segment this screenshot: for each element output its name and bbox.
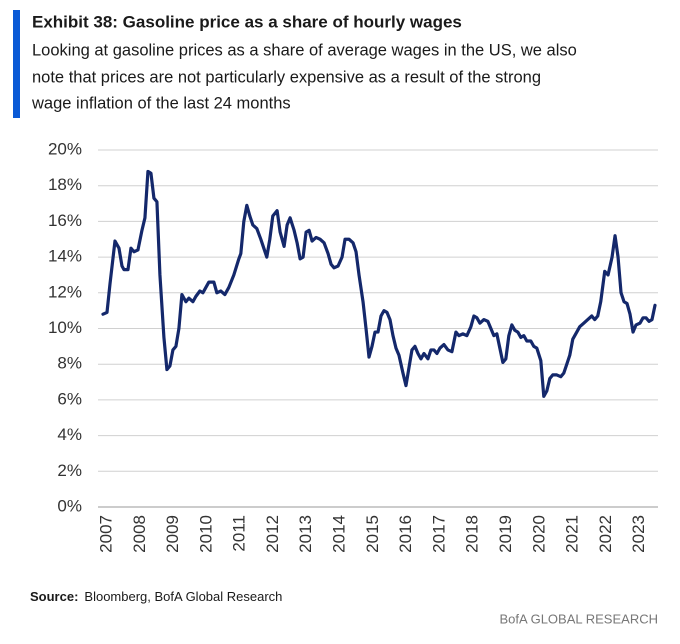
source: Source: Bloomberg, BofA Global Research [30, 589, 282, 604]
y-tick-label: 14% [48, 247, 82, 266]
y-tick-label: 12% [48, 282, 82, 301]
x-tick-label: 2013 [296, 515, 315, 553]
subtitle: wage inflation of the last 24 months [31, 94, 291, 112]
y-tick-label: 0% [57, 496, 82, 515]
accent-bar [13, 10, 20, 118]
chart-title: Exhibit 38: Gasoline price as a share of… [32, 12, 462, 31]
y-tick-label: 20% [48, 139, 82, 158]
x-tick-label: 2009 [163, 515, 182, 553]
x-tick-label: 2015 [363, 515, 382, 553]
x-tick-label: 2011 [230, 515, 249, 552]
x-tick-label: 2008 [130, 515, 149, 553]
x-tick-label: 2016 [396, 515, 415, 553]
x-tick-label: 2018 [463, 515, 482, 553]
source-label: Source: [30, 589, 78, 604]
x-tick-label: 2017 [429, 515, 448, 553]
y-tick-label: 6% [57, 389, 82, 408]
y-tick-label: 16% [48, 211, 82, 230]
subtitle: note that prices are not particularly ex… [32, 68, 541, 86]
x-tick-label: 2019 [496, 515, 515, 553]
y-tick-label: 4% [57, 425, 82, 444]
x-tick-label: 2023 [629, 515, 648, 553]
x-tick-label: 2010 [196, 515, 215, 553]
x-tick-label: 2020 [529, 515, 548, 553]
footer: BofA GLOBAL RESEARCH [500, 611, 658, 626]
line-series [101, 169, 657, 398]
y-tick-label: 18% [48, 175, 82, 194]
x-tick-label: 2021 [563, 515, 582, 553]
y-tick-label: 2% [57, 461, 82, 480]
y-tick-label: 10% [48, 318, 82, 337]
x-tick-label: 2014 [330, 515, 349, 553]
subtitle: Looking at gasoline prices as a share of… [32, 41, 577, 59]
x-tick-label: 2022 [596, 515, 615, 553]
y-tick-label: 8% [57, 354, 82, 373]
x-tick-label: 2007 [96, 515, 115, 553]
source-text: Bloomberg, BofA Global Research [84, 589, 282, 604]
x-tick-label: 2012 [263, 515, 282, 553]
